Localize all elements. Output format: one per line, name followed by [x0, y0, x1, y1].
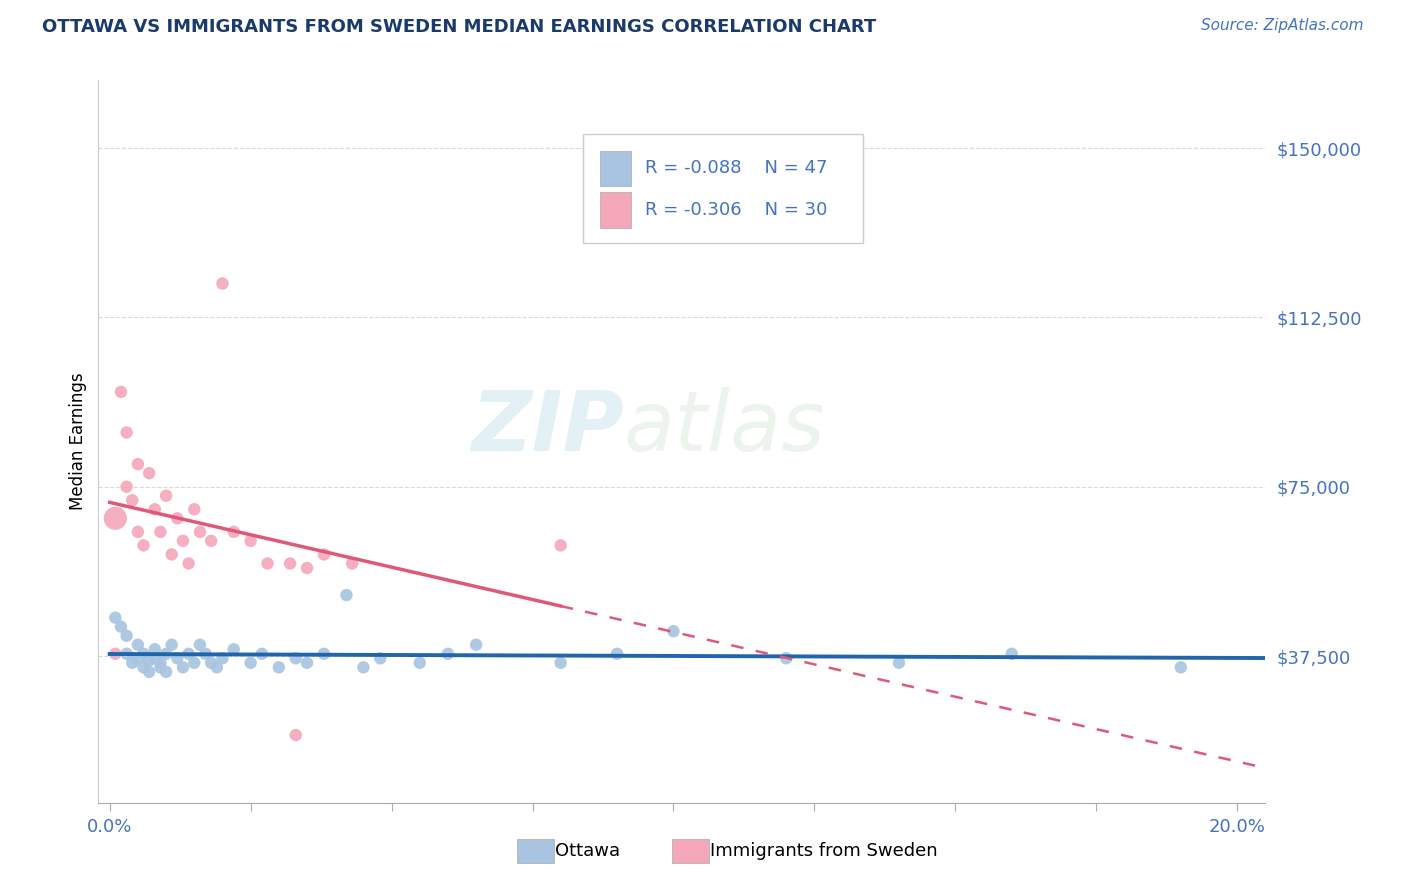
Point: [177, 557, 200, 571]
Point: [127, 457, 149, 471]
Point: [409, 656, 432, 670]
Point: [138, 466, 160, 480]
Point: [138, 665, 160, 679]
Point: [194, 647, 217, 661]
Text: Immigrants from Sweden: Immigrants from Sweden: [710, 842, 938, 860]
Point: [256, 557, 278, 571]
Point: [887, 656, 910, 670]
Point: [200, 656, 222, 670]
Point: [183, 656, 205, 670]
Point: [335, 588, 357, 602]
Point: [121, 493, 143, 508]
Point: [149, 660, 172, 674]
Point: [352, 660, 374, 674]
Point: [132, 538, 155, 552]
FancyBboxPatch shape: [582, 135, 863, 243]
Point: [155, 665, 177, 679]
Point: [239, 533, 262, 548]
Point: [312, 548, 335, 562]
FancyBboxPatch shape: [600, 151, 631, 186]
Point: [138, 654, 160, 668]
Point: [121, 656, 143, 670]
Point: [143, 642, 166, 657]
Point: [149, 656, 172, 670]
Point: [143, 651, 166, 665]
Point: [110, 620, 132, 634]
Point: [172, 533, 194, 548]
Point: [132, 660, 155, 674]
Point: [127, 651, 149, 665]
Point: [127, 638, 149, 652]
Point: [312, 647, 335, 661]
Point: [437, 647, 460, 661]
Point: [104, 511, 127, 525]
Text: Ottawa: Ottawa: [555, 842, 620, 860]
Point: [115, 425, 138, 440]
Point: [278, 557, 301, 571]
Point: [368, 651, 391, 665]
Point: [295, 656, 318, 670]
Text: ZIP: ZIP: [471, 386, 624, 467]
Point: [1170, 660, 1192, 674]
Point: [115, 629, 138, 643]
Point: [104, 647, 127, 661]
Point: [295, 561, 318, 575]
Point: [155, 489, 177, 503]
Point: [775, 651, 797, 665]
Text: atlas: atlas: [624, 386, 825, 467]
Point: [127, 524, 149, 539]
Point: [115, 647, 138, 661]
Point: [104, 610, 127, 624]
Point: [211, 651, 233, 665]
Point: [110, 384, 132, 399]
Y-axis label: Median Earnings: Median Earnings: [69, 373, 87, 510]
Point: [188, 638, 211, 652]
FancyBboxPatch shape: [600, 193, 631, 227]
Point: [284, 651, 307, 665]
Point: [239, 656, 262, 670]
Text: R = -0.088    N = 47: R = -0.088 N = 47: [644, 160, 827, 178]
Point: [606, 647, 628, 661]
Point: [340, 557, 363, 571]
Point: [160, 638, 183, 652]
Point: [550, 538, 572, 552]
Point: [166, 511, 188, 525]
Point: [1001, 647, 1024, 661]
Point: [284, 728, 307, 742]
Point: [115, 480, 138, 494]
Point: [183, 502, 205, 516]
Point: [172, 660, 194, 674]
Point: [250, 647, 273, 661]
Point: [211, 277, 233, 291]
Point: [166, 651, 188, 665]
Point: [205, 660, 228, 674]
Point: [267, 660, 290, 674]
Point: [550, 656, 572, 670]
Point: [149, 524, 172, 539]
Point: [132, 647, 155, 661]
Point: [160, 548, 183, 562]
Point: [155, 647, 177, 661]
Point: [143, 502, 166, 516]
Text: R = -0.306    N = 30: R = -0.306 N = 30: [644, 202, 827, 219]
Point: [222, 524, 245, 539]
Point: [222, 642, 245, 657]
Point: [177, 647, 200, 661]
Point: [662, 624, 685, 639]
Point: [188, 524, 211, 539]
Text: Source: ZipAtlas.com: Source: ZipAtlas.com: [1201, 18, 1364, 33]
Text: OTTAWA VS IMMIGRANTS FROM SWEDEN MEDIAN EARNINGS CORRELATION CHART: OTTAWA VS IMMIGRANTS FROM SWEDEN MEDIAN …: [42, 18, 876, 36]
Point: [465, 638, 488, 652]
Point: [200, 533, 222, 548]
